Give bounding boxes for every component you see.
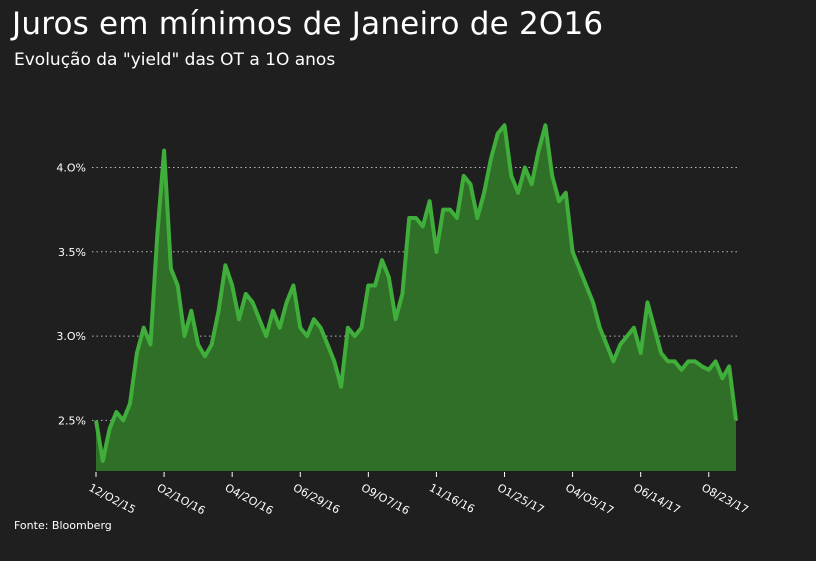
x-axis-ticks bbox=[95, 472, 710, 477]
yield-area-fill bbox=[96, 125, 736, 472]
x-tick-label-7: O4/O5/17 bbox=[563, 481, 616, 517]
x-tick-label-3: O6/29/16 bbox=[291, 481, 342, 516]
x-tick-label-4: O9/O7/16 bbox=[359, 481, 412, 517]
y-tick-label-1: 3.O% bbox=[56, 330, 86, 343]
chart-title: Juros em mínimos de Janeiro de 2O16 bbox=[12, 6, 604, 42]
data-source-label: Fonte: Bloomberg bbox=[14, 519, 112, 532]
y-axis-labels: 2.5% 3.O% 3.5% 4.O% bbox=[56, 161, 86, 427]
x-tick-label-5: 11/16/16 bbox=[427, 481, 477, 516]
y-tick-label-3: 4.O% bbox=[56, 161, 86, 174]
x-tick-label-8: O6/14/17 bbox=[631, 481, 682, 516]
x-tick-label-0: 12/O2/15 bbox=[87, 481, 138, 516]
x-tick-label-2: O4/2O/16 bbox=[223, 481, 276, 517]
x-tick-label-6: O1/25/17 bbox=[495, 481, 546, 516]
y-tick-label-0: 2.5% bbox=[58, 414, 86, 427]
yield-series-line bbox=[94, 123, 738, 463]
x-axis-labels: 12/O2/15 O2/1O/16 O4/2O/16 O6/29/16 O9/O7/16… bbox=[87, 481, 751, 517]
y-tick-label-2: 3.5% bbox=[58, 246, 86, 259]
x-tick-label-9: O8/23/17 bbox=[699, 481, 750, 516]
x-tick-label-1: O2/1O/16 bbox=[155, 481, 208, 517]
chart-subtitle: Evolução da "yield" das OT a 1O anos bbox=[14, 50, 336, 70]
